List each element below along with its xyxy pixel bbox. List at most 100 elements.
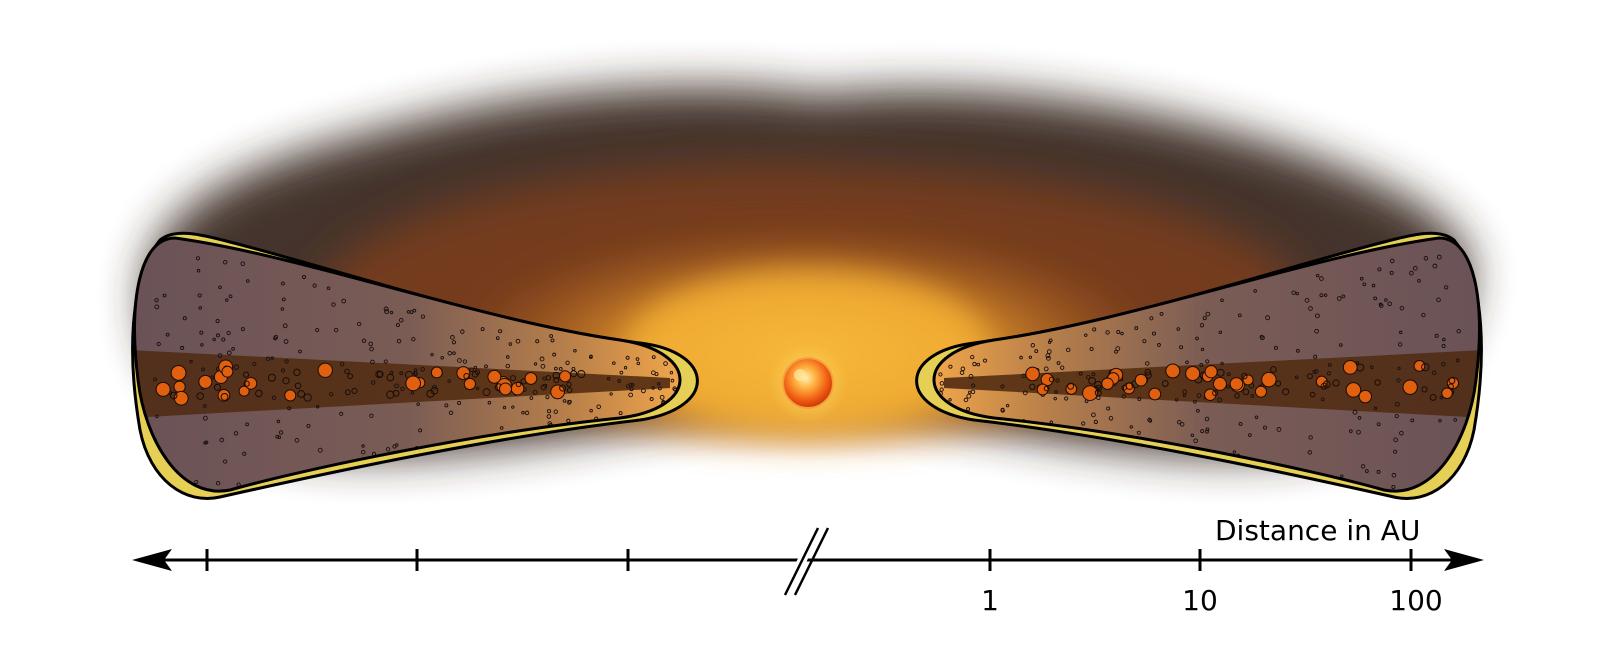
dust-grain: [460, 329, 465, 334]
dust-grain: [1043, 366, 1049, 372]
dust-grain: [231, 347, 235, 351]
dust-grain: [361, 338, 367, 343]
dust-grain: [245, 422, 249, 427]
dust-grain: [469, 367, 474, 372]
dust-grain: [306, 423, 311, 428]
dust-grain: [215, 319, 220, 324]
dust-grain: [1179, 422, 1185, 427]
tick-label-1: 1: [981, 584, 999, 617]
dust-grain: [588, 355, 593, 359]
dust-grain: [1116, 330, 1121, 335]
dust-grain: [1030, 343, 1036, 348]
dust-grain-large: [499, 382, 512, 396]
dust-grain: [1396, 378, 1401, 383]
dust-grain-large: [221, 365, 234, 378]
dust-grain: [1319, 276, 1324, 281]
dust-grain: [194, 479, 199, 485]
dust-grain: [1326, 371, 1332, 376]
dust-grain: [221, 337, 226, 342]
dust-grain: [217, 353, 223, 358]
dust-grain-large: [1216, 368, 1225, 377]
dust-grain: [462, 359, 468, 364]
dust-grain-large: [233, 364, 239, 370]
dust-grain: [457, 400, 462, 405]
dust-grain: [218, 285, 222, 290]
dust-grain: [1144, 361, 1150, 366]
dust-grain: [440, 356, 444, 360]
dust-grain: [1389, 270, 1394, 275]
dust-grain: [165, 332, 170, 337]
dust-grain: [566, 399, 572, 405]
dust-grain: [1193, 399, 1197, 404]
dust-grain: [1314, 328, 1319, 334]
dust-grain: [219, 437, 225, 443]
dust-grain: [1142, 339, 1147, 344]
dust-grain: [226, 350, 232, 356]
dust-grain: [416, 402, 420, 406]
dust-grain: [301, 275, 307, 280]
dust-grain: [281, 368, 286, 373]
dust-grain: [545, 395, 550, 400]
dust-grain: [487, 400, 492, 405]
dust-grain: [968, 373, 974, 379]
dust-grain-large: [1261, 371, 1277, 388]
dust-grain: [543, 383, 548, 388]
dust-grain: [1443, 285, 1449, 290]
dust-grain: [1200, 347, 1205, 352]
dust-grain: [370, 359, 375, 365]
dust-grain: [1028, 355, 1033, 359]
dust-grain: [154, 298, 159, 303]
dust-grain: [970, 354, 975, 360]
protoplanetary-disk-left: [131, 231, 699, 500]
dust-grain: [657, 386, 662, 391]
dust-grain-large: [540, 384, 547, 391]
dust-grain: [155, 414, 159, 419]
dust-grain: [1250, 393, 1255, 398]
dust-grain: [242, 451, 247, 456]
dust-grain: [1379, 303, 1384, 308]
dust-grain: [628, 392, 633, 398]
dust-grain: [420, 314, 426, 319]
dust-grain-large: [1309, 391, 1316, 398]
dust-grain: [278, 430, 284, 435]
dust-grain: [1447, 515, 1450, 518]
dust-grain: [1091, 412, 1096, 418]
dust-grain: [1084, 333, 1088, 337]
dust-grain: [1371, 283, 1376, 288]
dust-grain: [618, 411, 623, 416]
dust-grain: [1182, 389, 1188, 395]
dust-grain: [1005, 403, 1010, 408]
dust-grain-large: [1029, 383, 1036, 391]
dust-grain: [1412, 265, 1418, 271]
dust-grain: [552, 352, 557, 357]
dust-grain: [412, 308, 417, 313]
dust-grains-left: [153, 256, 681, 487]
dust-grain: [1295, 291, 1299, 296]
dust-grain: [495, 336, 500, 340]
dust-grain: [651, 386, 655, 390]
dust-grain: [1360, 464, 1366, 469]
dust-grain-large: [430, 366, 443, 379]
dust-grain: [226, 330, 231, 336]
dust-grain: [156, 341, 161, 347]
dust-grain: [1218, 330, 1223, 334]
dust-grain-large: [1161, 380, 1169, 387]
dust-grain-large: [474, 369, 481, 375]
dust-grain: [294, 438, 300, 443]
dust-grain: [1439, 395, 1444, 400]
dust-grain: [1313, 354, 1318, 359]
dust-grain: [1373, 406, 1378, 410]
dust-grain: [1259, 334, 1264, 339]
dust-grain-large: [344, 368, 350, 375]
dust-grain: [1436, 254, 1442, 260]
dust-grain: [1053, 396, 1057, 401]
dust-grain: [1217, 397, 1222, 403]
dust-grain: [1137, 396, 1142, 401]
dust-grain-large: [1204, 365, 1218, 379]
dust-grain: [619, 370, 624, 375]
dust-grain: [617, 379, 622, 383]
dust-grain: [281, 281, 285, 286]
dust-grain-large: [545, 375, 551, 381]
dust-grain-large: [524, 372, 538, 385]
dust-grain: [400, 386, 405, 392]
